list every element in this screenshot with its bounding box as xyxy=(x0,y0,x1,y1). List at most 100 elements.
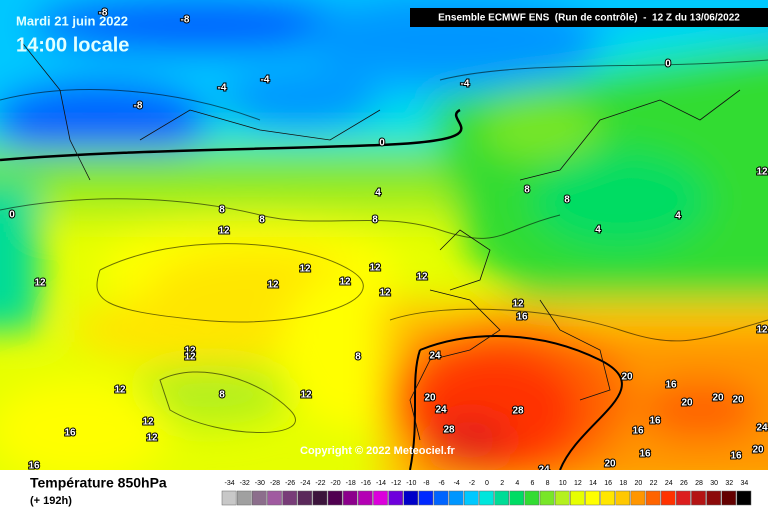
scale-label: -6 xyxy=(438,480,444,487)
contour-label: 0 xyxy=(379,138,385,149)
contour-label: 12 xyxy=(114,385,126,396)
legend-title: Température 850hPa xyxy=(30,475,167,491)
contour-label: 16 xyxy=(632,426,644,437)
scale-label: -12 xyxy=(391,480,401,487)
scale-label: 20 xyxy=(635,480,643,487)
scale-swatch xyxy=(630,490,646,506)
contour-label: -8 xyxy=(99,8,108,19)
scale-label: -20 xyxy=(331,480,341,487)
model-info: Ensemble ECMWF ENS (Run de contrôle) - 1… xyxy=(438,13,740,24)
scale-label: 8 xyxy=(546,480,550,487)
color-scale: -34 -32 -30 -28 -26 -24 -22 -20 -18 -16 -14 -12 -10-… xyxy=(221,480,752,506)
scale-swatch xyxy=(358,490,373,506)
contour-label: 12 xyxy=(184,346,196,357)
contour-label: 20 xyxy=(621,372,633,383)
scale-swatch xyxy=(282,490,297,506)
scale-swatch xyxy=(660,490,676,506)
contour-label: 8 xyxy=(219,390,225,401)
contour-label: 8 xyxy=(355,352,361,363)
contour-label: 0 xyxy=(665,59,671,70)
contour-label: 16 xyxy=(516,312,528,323)
contour-label: 20 xyxy=(681,398,693,409)
scale-swatch xyxy=(403,490,419,506)
scale-label: -10 xyxy=(406,480,416,487)
contour-label: 16 xyxy=(665,380,677,391)
scale-label: 16 xyxy=(604,480,612,487)
scale-label: 24 xyxy=(665,480,673,487)
contour-label: 0 xyxy=(9,210,15,221)
contour-label: 12 xyxy=(756,325,768,336)
coastlines xyxy=(19,39,741,441)
scale-swatch xyxy=(691,490,706,506)
scale-swatch xyxy=(645,490,661,506)
contour-label: 16 xyxy=(649,416,661,427)
contour-label: 8 xyxy=(564,195,570,206)
contour-label: 12 xyxy=(267,280,279,291)
scale-swatch xyxy=(585,490,600,506)
scale-label: 26 xyxy=(680,480,688,487)
scale-swatch xyxy=(600,490,615,506)
scale-label: -16 xyxy=(361,480,371,487)
scale-label: 32 xyxy=(725,480,733,487)
scale-label: 34 xyxy=(741,480,749,487)
scale-swatch xyxy=(539,490,555,506)
scale-swatch xyxy=(509,490,525,506)
scale-label: -30 xyxy=(255,480,265,487)
contour-label: 24 xyxy=(756,423,768,434)
scale-swatch xyxy=(464,490,479,506)
contour-label: 12 xyxy=(218,226,230,237)
contour-label: 28 xyxy=(443,425,455,436)
scale-label: -22 xyxy=(315,480,325,487)
contour-label: 4 xyxy=(375,188,381,199)
scale-swatch xyxy=(494,490,509,506)
time: 14:00 locale xyxy=(16,34,129,56)
scale-swatch xyxy=(615,490,631,506)
scale-label: -8 xyxy=(423,480,429,487)
scale-swatch xyxy=(554,490,570,506)
scale-label: 0 xyxy=(485,480,489,487)
contour-label: 16 xyxy=(28,461,40,472)
contour-label: 20 xyxy=(604,459,616,470)
contour-label: 12 xyxy=(34,278,46,289)
copyright: Copyright © 2022 Meteociel.fr xyxy=(300,445,456,457)
contour-label: 16 xyxy=(639,449,651,460)
contour-label: 12 xyxy=(146,433,158,444)
contour-label: 12 xyxy=(300,390,312,401)
contour-label: 16 xyxy=(64,428,76,439)
contour-label: 28 xyxy=(512,406,524,417)
contour-label: 12 xyxy=(379,288,391,299)
scale-swatch xyxy=(267,490,282,506)
scale-label: -32 xyxy=(240,480,250,487)
scale-swatch xyxy=(327,490,343,506)
date: Mardi 21 juin 2022 xyxy=(16,13,128,28)
scale-swatch xyxy=(342,490,358,506)
contour-label: 12 xyxy=(369,263,381,274)
scale-swatch xyxy=(221,490,237,506)
scale-label: 12 xyxy=(574,480,582,487)
contour-label: -4 xyxy=(218,83,227,94)
contour-label: 4 xyxy=(595,225,601,236)
scale-label: -4 xyxy=(454,480,460,487)
scale-swatch xyxy=(236,490,252,506)
scale-swatch xyxy=(252,490,267,506)
scale-label: 28 xyxy=(695,480,703,487)
contour-label: 12 xyxy=(142,417,154,428)
scale-swatch xyxy=(312,490,328,506)
scale-swatch xyxy=(297,490,313,506)
contour-label: 20 xyxy=(752,445,764,456)
contour-label: 12 xyxy=(512,299,524,310)
scale-label: 4 xyxy=(515,480,519,487)
scale-swatch xyxy=(721,490,737,506)
scale-swatch xyxy=(373,490,388,506)
contour-label: 4 xyxy=(675,211,681,222)
contour-label: 12 xyxy=(339,277,351,288)
zero-isotherm xyxy=(0,108,463,162)
scale-label: -24 xyxy=(300,480,310,487)
contour-label: -4 xyxy=(461,79,470,90)
scale-swatch xyxy=(676,490,691,506)
scale-swatch xyxy=(388,490,403,506)
contour-label: 24 xyxy=(429,351,441,362)
contour-label: 24 xyxy=(538,465,550,476)
scale-label: 6 xyxy=(530,480,534,487)
